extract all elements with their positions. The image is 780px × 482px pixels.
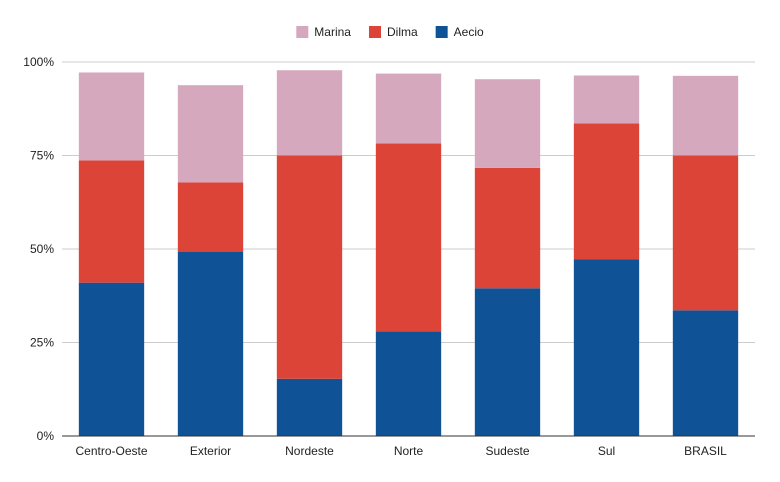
bar-segment-marina <box>276 70 343 156</box>
bar-segment-marina <box>78 72 145 161</box>
bar-segment-aecio <box>78 282 145 436</box>
x-tick-label: Norte <box>394 444 424 458</box>
legend-swatch-dilma <box>368 26 381 38</box>
bar-segment-dilma <box>177 182 244 252</box>
bar-segment-marina <box>375 73 442 144</box>
legend: Marina Dilma Aecio <box>296 25 484 39</box>
x-tick-label: Exterior <box>190 444 231 458</box>
bar-segment-dilma <box>276 155 343 379</box>
legend-swatch-marina <box>296 26 309 38</box>
bar-segment-dilma <box>375 143 442 332</box>
bar-segment-marina <box>474 79 541 168</box>
x-tick-label: Sudeste <box>485 444 529 458</box>
y-tick-label: 100% <box>23 55 54 69</box>
bar-segment-aecio <box>672 310 739 436</box>
bar-segment-aecio <box>573 259 640 436</box>
bars-layer <box>78 70 739 436</box>
bar-segment-dilma <box>474 167 541 289</box>
bar-segment-aecio <box>276 378 343 436</box>
bar-segment-marina <box>573 75 640 124</box>
x-tick-label: Sul <box>598 444 615 458</box>
legend-label-marina: Marina <box>314 25 351 39</box>
bar-segment-dilma <box>672 155 739 311</box>
axis-layer: 0% 25% 50% 75% 100% Centro-Oeste Exterior Norde… <box>23 55 755 458</box>
bar-segment-dilma <box>78 160 145 283</box>
y-tick-label: 25% <box>30 336 54 350</box>
bar-segment-marina <box>177 85 244 183</box>
legend-swatch-aecio <box>435 26 448 38</box>
y-tick-label: 0% <box>37 429 55 443</box>
y-tick-label: 50% <box>30 242 54 256</box>
y-tick-label: 75% <box>30 149 54 163</box>
bar-segment-marina <box>672 75 739 156</box>
x-tick-label: Nordeste <box>285 444 334 458</box>
legend-label-dilma: Dilma <box>387 25 418 39</box>
bar-segment-aecio <box>375 331 442 436</box>
bar-segment-aecio <box>177 251 244 436</box>
x-tick-label: BRASIL <box>684 444 727 458</box>
legend-label-aecio: Aecio <box>454 25 484 39</box>
bar-segment-dilma <box>573 123 640 260</box>
bar-segment-aecio <box>474 288 541 436</box>
x-tick-label: Centro-Oeste <box>75 444 147 458</box>
